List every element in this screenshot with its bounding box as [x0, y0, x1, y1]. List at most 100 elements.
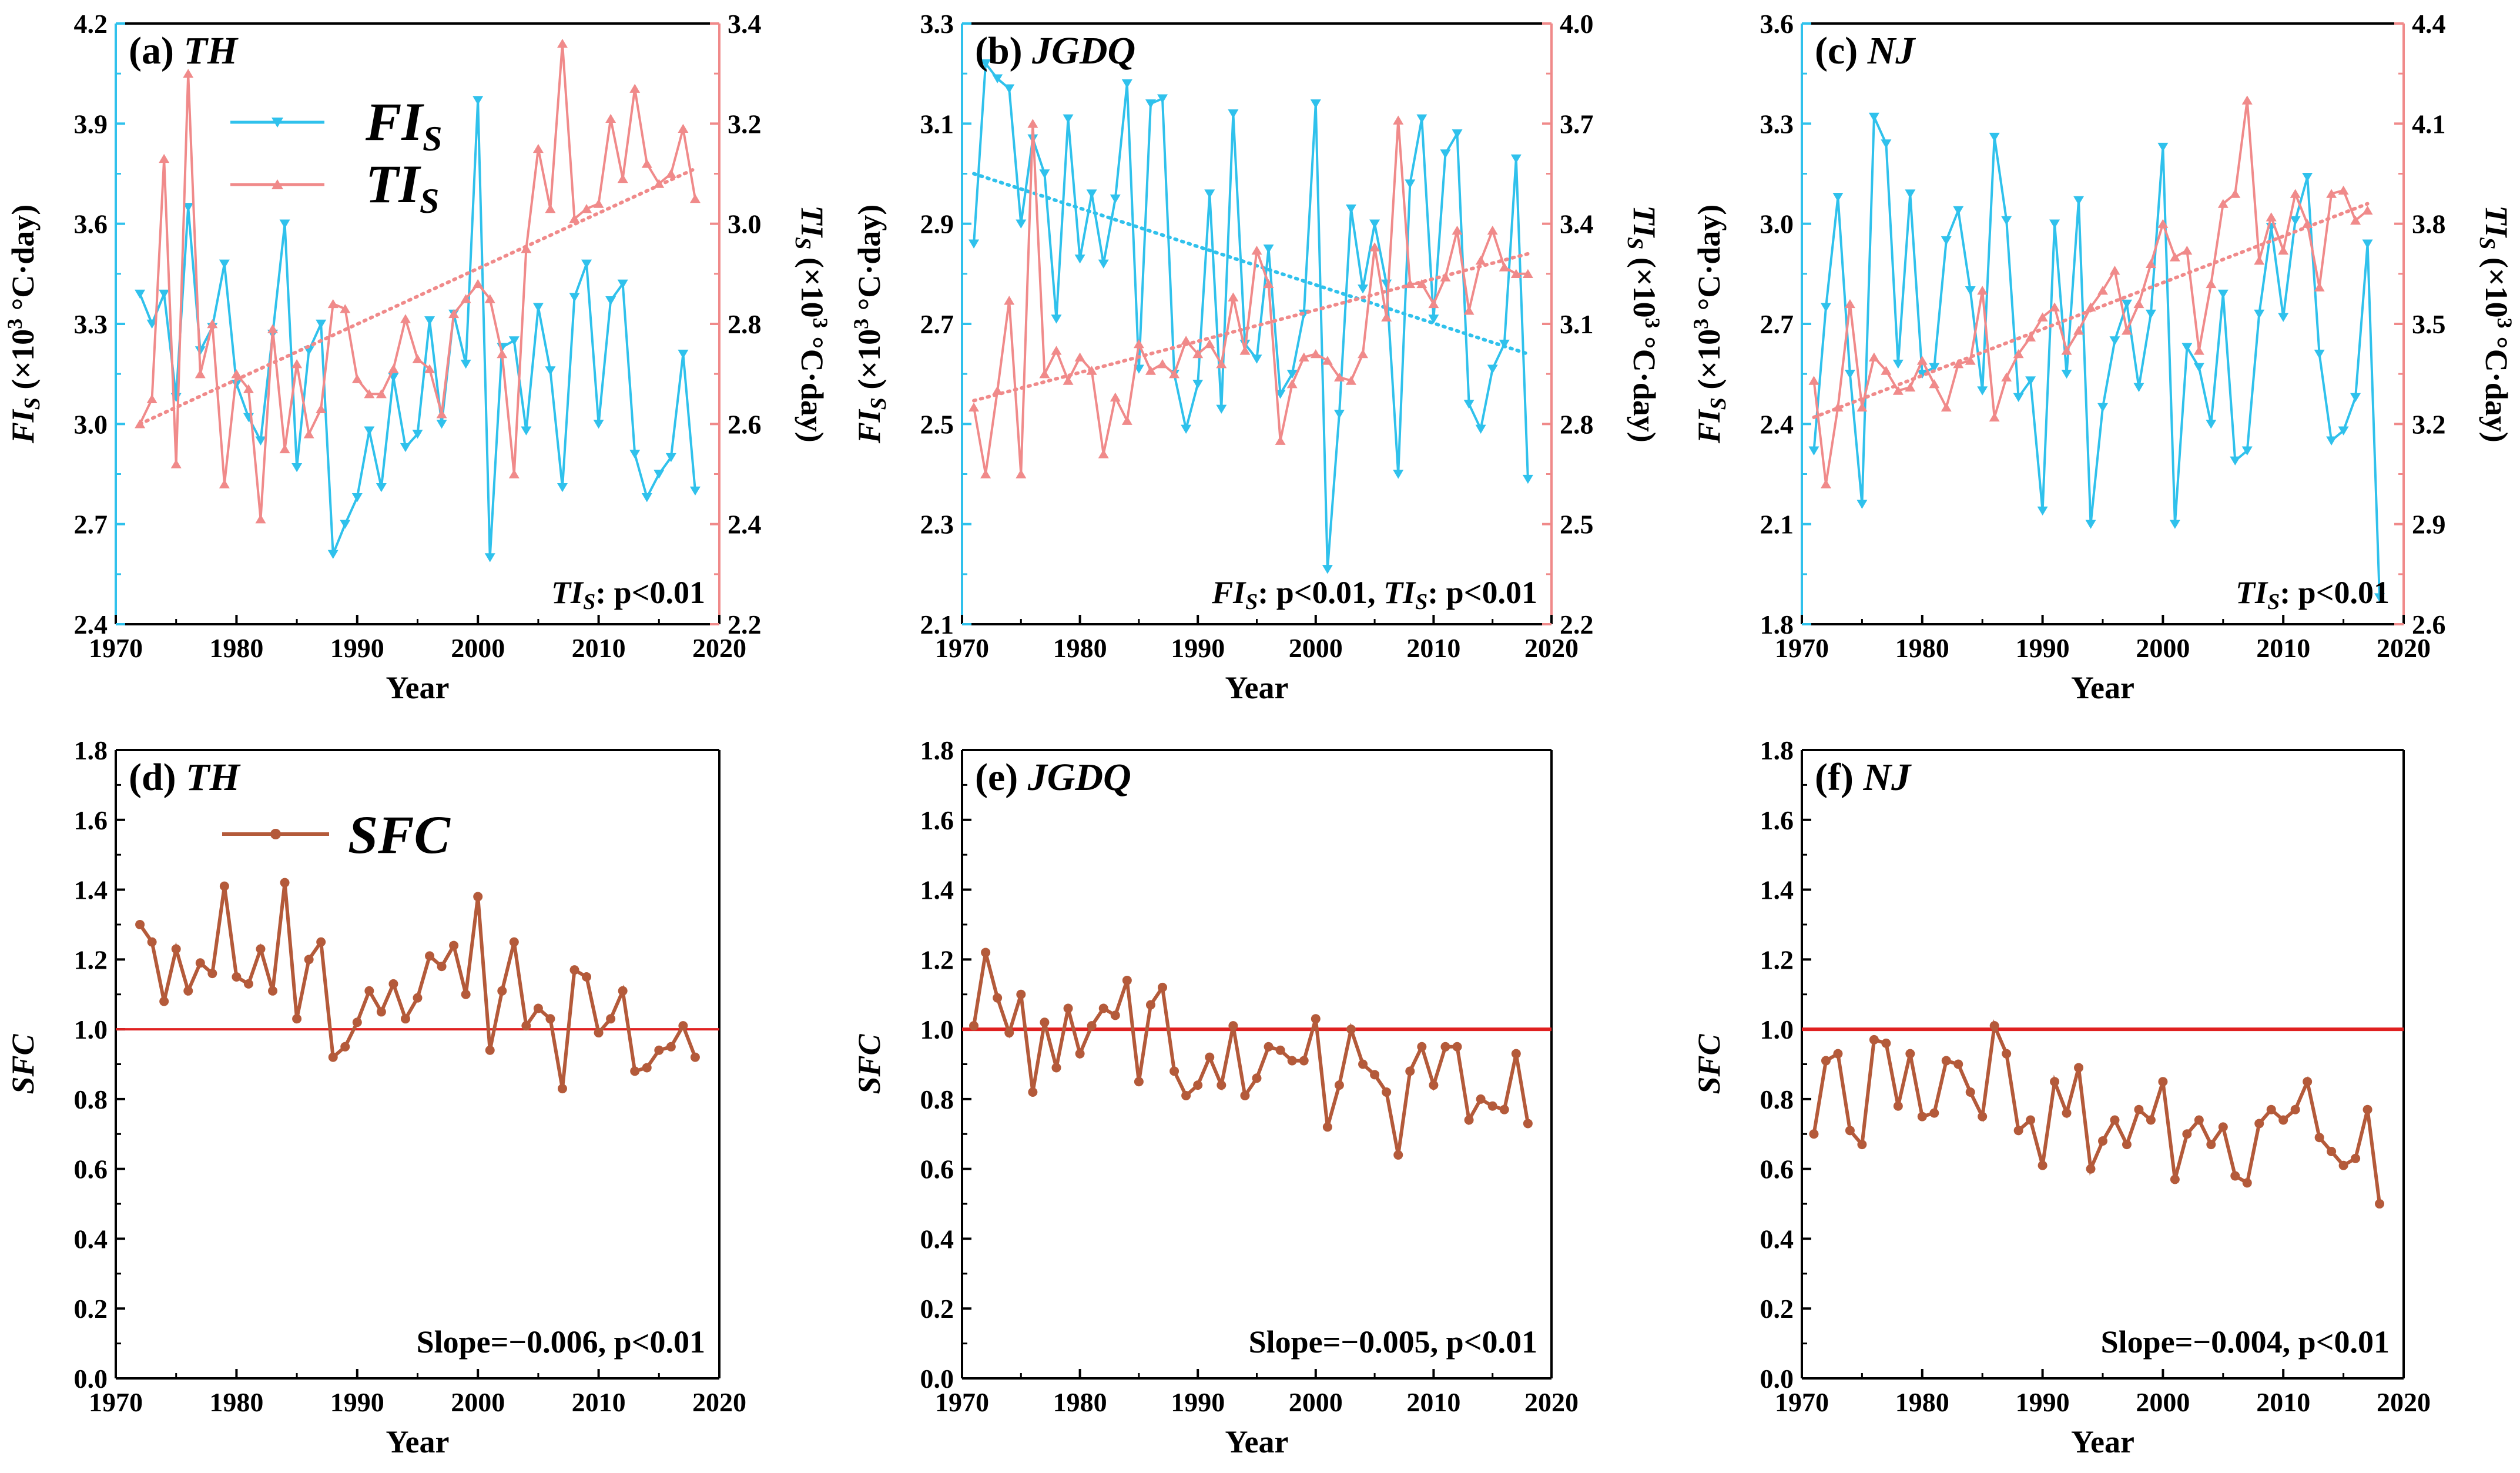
- marker-fis: [340, 520, 351, 529]
- x-tick-label: 2010: [1406, 633, 1460, 663]
- marker-tis: [593, 199, 604, 208]
- marker-tis: [146, 394, 158, 403]
- marker-fis: [1941, 236, 1952, 246]
- marker-sfc: [1040, 1017, 1050, 1027]
- x-tick-label: 2020: [1524, 633, 1579, 663]
- marker-fis: [376, 483, 387, 493]
- marker-tis: [1475, 256, 1486, 265]
- legend-label-sfc: SFC: [348, 805, 451, 865]
- marker-sfc: [1452, 1042, 1462, 1052]
- marker-tis: [472, 279, 484, 289]
- marker-fis: [2290, 216, 2301, 226]
- marker-fis: [1145, 99, 1156, 109]
- x-tick-label: 2020: [692, 633, 746, 663]
- y-tick-label-left: 1.0: [74, 1015, 108, 1045]
- y-tick-label-left: 3.3: [920, 9, 954, 39]
- marker-sfc: [195, 958, 205, 968]
- marker-sfc: [2278, 1115, 2288, 1125]
- marker-sfc: [2230, 1171, 2240, 1181]
- marker-fis: [2145, 309, 2156, 319]
- x-tick-label: 1990: [2016, 1387, 2070, 1417]
- marker-tis: [2230, 189, 2241, 198]
- x-tick-label: 2000: [1289, 633, 1343, 663]
- y-tick-label-right: 2.8: [728, 309, 762, 339]
- marker-tis: [316, 404, 327, 413]
- marker-sfc: [1217, 1080, 1227, 1090]
- trend-line-fis: [972, 172, 1530, 356]
- marker-tis: [1310, 349, 1321, 359]
- marker-fis: [146, 319, 158, 329]
- marker-tis: [1953, 359, 1964, 369]
- marker-fis: [2230, 456, 2241, 466]
- marker-tis: [605, 113, 616, 123]
- marker-tis: [1428, 299, 1439, 309]
- marker-tis: [1286, 379, 1298, 389]
- marker-fis: [1286, 369, 1298, 379]
- y-tick-label-left: 0.8: [920, 1084, 954, 1114]
- marker-sfc: [1287, 1056, 1297, 1066]
- marker-sfc: [606, 1014, 616, 1024]
- y-axis-label: SFC: [1691, 1033, 1727, 1094]
- marker-fis: [364, 426, 375, 436]
- marker-sfc: [2362, 1104, 2372, 1114]
- marker-fis: [2049, 219, 2060, 229]
- marker-fis: [327, 550, 339, 559]
- panel-title: (d) TH: [129, 756, 241, 799]
- marker-sfc: [1440, 1042, 1450, 1052]
- marker-fis: [1440, 149, 1451, 159]
- marker-fis: [557, 483, 568, 493]
- marker-sfc: [2314, 1133, 2324, 1143]
- marker-sfc: [1051, 1063, 1061, 1073]
- marker-sfc: [2158, 1077, 2168, 1087]
- marker-fis: [1110, 194, 1121, 204]
- x-tick-label: 1980: [1053, 633, 1107, 663]
- marker-tis: [1157, 359, 1168, 369]
- marker-sfc: [328, 1052, 338, 1062]
- marker-sfc: [1917, 1112, 1927, 1122]
- y-tick-label-left: 3.9: [74, 109, 108, 139]
- marker-sfc: [2351, 1153, 2361, 1163]
- marker-tis: [1133, 339, 1144, 349]
- marker-tis: [279, 444, 290, 454]
- marker-fis: [255, 436, 266, 446]
- marker-fis: [1405, 179, 1416, 189]
- y-tick-label-left: 1.4: [74, 875, 108, 905]
- marker-tis: [1857, 402, 1868, 412]
- marker-sfc: [461, 989, 471, 999]
- marker-tis: [2121, 326, 2132, 335]
- marker-fis: [581, 259, 592, 269]
- marker-fis: [2241, 446, 2253, 456]
- marker-tis: [219, 479, 230, 488]
- y-axis-label-right: TIS (×103 °C·day): [1623, 205, 1664, 443]
- marker-sfc: [2338, 1160, 2348, 1170]
- marker-tis: [497, 349, 508, 359]
- marker-fis: [1063, 114, 1074, 123]
- y-tick-label-left: 0.0: [1760, 1364, 1794, 1394]
- marker-sfc: [364, 986, 374, 996]
- marker-fis: [1216, 404, 1227, 414]
- marker-fis: [460, 359, 471, 369]
- marker-sfc: [533, 1003, 543, 1013]
- x-tick-label: 1970: [89, 633, 143, 663]
- marker-fis: [1345, 204, 1356, 214]
- marker-sfc: [1205, 1052, 1215, 1062]
- marker-sfc: [171, 944, 181, 954]
- marker-fis: [2338, 426, 2349, 436]
- marker-sfc: [642, 1063, 652, 1073]
- x-axis-label: Year: [386, 1424, 450, 1459]
- x-tick-label: 1970: [89, 1387, 143, 1417]
- marker-fis: [2097, 403, 2108, 413]
- marker-tis: [291, 359, 303, 369]
- marker-sfc: [1087, 1021, 1097, 1031]
- marker-tis: [1393, 115, 1404, 125]
- marker-sfc: [969, 1021, 979, 1031]
- x-tick-label: 1980: [1053, 1387, 1107, 1417]
- marker-fis: [472, 96, 484, 105]
- marker-tis: [2326, 189, 2337, 198]
- marker-fis: [1808, 446, 1819, 456]
- marker-tis: [1169, 369, 1180, 379]
- marker-sfc: [1393, 1150, 1403, 1160]
- marker-fis: [1181, 424, 1192, 434]
- significance-annotation: TIS: p<0.01: [551, 575, 705, 614]
- marker-fis: [2206, 420, 2217, 429]
